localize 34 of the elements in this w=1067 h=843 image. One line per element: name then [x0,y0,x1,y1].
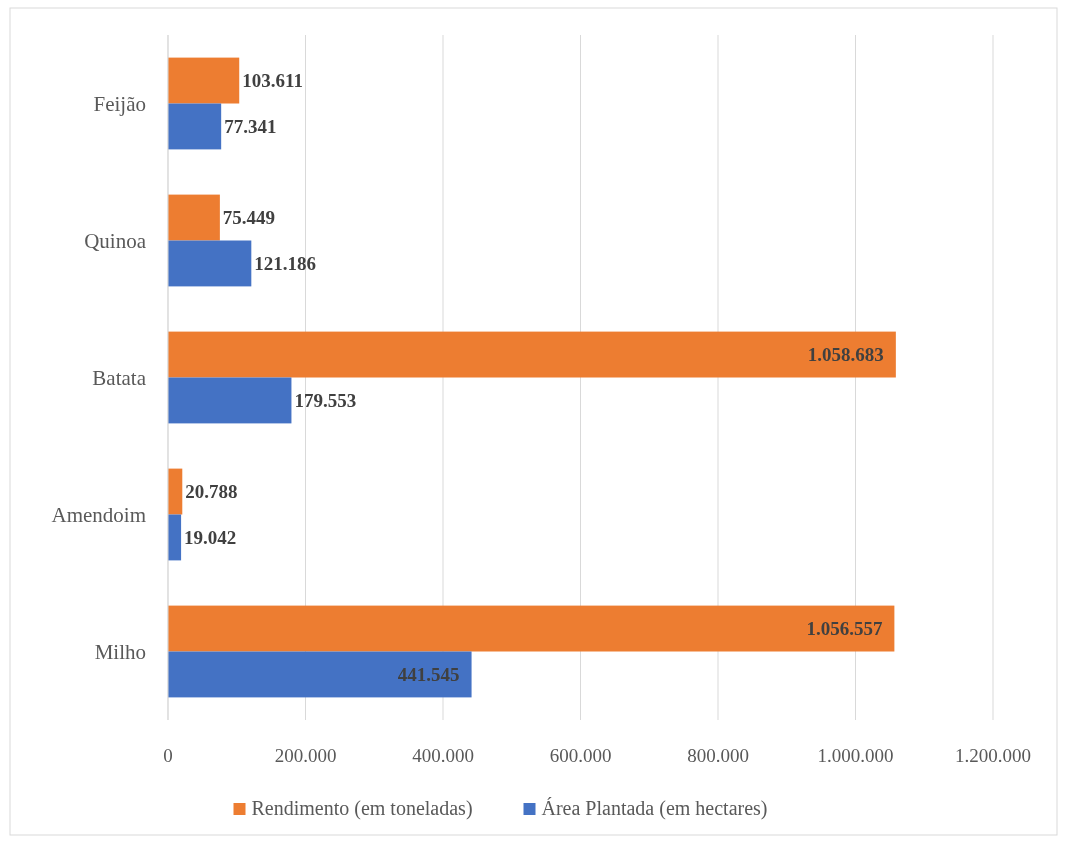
data-label: 1.056.557 [806,618,883,640]
bar [168,605,895,652]
data-label: 441.545 [397,664,460,686]
data-label: 1.058.683 [807,344,884,366]
x-tick-label: 0 [163,745,173,766]
bar [168,377,292,424]
bar [168,57,240,104]
legend-label: Rendimento (em toneladas) [251,797,473,820]
x-tick-label: 800.000 [687,745,749,766]
y-tick-label: Batata [92,365,147,390]
data-label: 179.553 [294,390,357,412]
bar [168,468,183,515]
y-tick-label: Feijão [93,91,146,116]
bar [168,651,472,698]
x-tick-label: 400.000 [412,745,474,766]
data-label: 20.788 [185,481,238,503]
data-label: 103.611 [242,70,303,92]
bar [168,103,222,150]
bar [168,194,220,241]
data-label: 75.449 [222,207,276,229]
data-label: 121.186 [254,253,317,275]
y-tick-label: Milho [94,639,146,664]
x-tick-label: 1.200.000 [955,745,1031,766]
x-tick-label: 600.000 [549,745,612,766]
x-tick-label: 200.000 [274,745,337,766]
bar [168,331,896,378]
bar [168,240,252,287]
data-label: 19.042 [184,527,237,549]
data-label: 77.341 [224,116,277,138]
x-tick-label: 1.000.000 [817,745,894,766]
bar [168,514,182,561]
y-tick-label: Quinoa [84,228,147,253]
legend-label: Área Plantada (em hectares) [541,797,768,820]
y-tick-label: Amendoim [51,502,146,527]
